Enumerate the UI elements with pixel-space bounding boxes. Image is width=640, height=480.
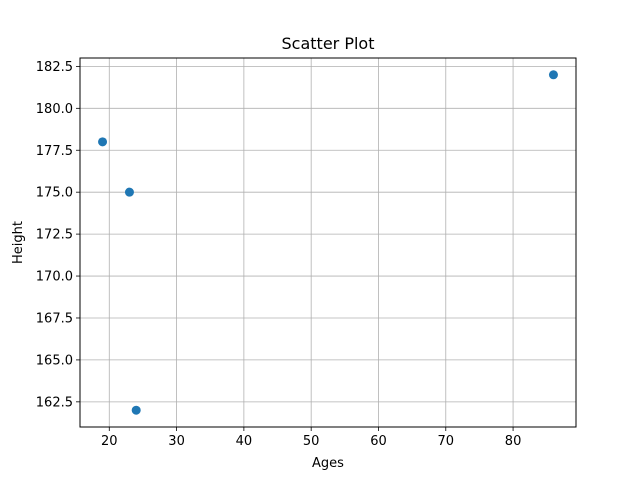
y-tick-label: 175.0 xyxy=(36,186,73,201)
x-tick-label: 40 xyxy=(236,434,253,449)
x-tick-label: 70 xyxy=(438,434,455,449)
scatter-point xyxy=(548,70,558,80)
chart-title: Scatter Plot xyxy=(282,34,375,53)
y-axis-label: Height xyxy=(11,221,26,264)
y-tick-label: 172.5 xyxy=(36,228,73,243)
x-tick-label: 50 xyxy=(303,434,320,449)
x-tick-label: 60 xyxy=(370,434,387,449)
x-tick-label: 30 xyxy=(168,434,185,449)
plot-area-frame xyxy=(79,57,577,428)
y-tick-label: 162.5 xyxy=(36,395,73,410)
y-tick-label: 182.5 xyxy=(36,60,73,75)
x-tick-label: 20 xyxy=(101,434,118,449)
scatter-point xyxy=(124,187,134,197)
y-tick-label: 165.0 xyxy=(36,353,73,368)
y-tick-label: 167.5 xyxy=(36,311,73,326)
y-tick-label: 180.0 xyxy=(36,102,73,117)
axis-ticks: 20 30 40 50 60 70 80 162.5 165.0 167.5 170.0 172.5 1… xyxy=(36,60,522,449)
x-axis-label: Ages xyxy=(312,456,344,471)
grid xyxy=(80,58,576,427)
y-tick-label: 177.5 xyxy=(36,144,73,159)
scatter-point xyxy=(131,405,141,415)
data-points xyxy=(98,70,558,415)
y-tick-label: 170.0 xyxy=(36,270,73,285)
scatter-point xyxy=(98,137,108,147)
x-tick-label: 80 xyxy=(505,434,522,449)
